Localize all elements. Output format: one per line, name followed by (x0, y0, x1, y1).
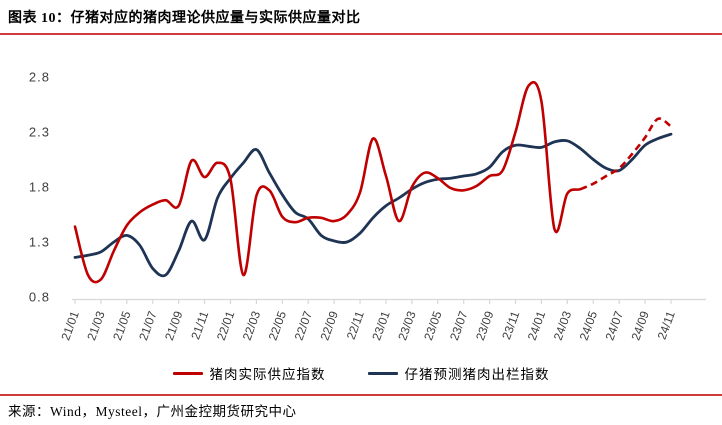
x-axis-tick-label: 24/05 (577, 309, 601, 342)
legend-item-actual: 猪肉实际供应指数 (172, 363, 326, 383)
title-divider (0, 33, 722, 35)
x-axis-tick-label: 21/05 (110, 309, 134, 342)
x-axis-tick-label: 21/01 (58, 309, 82, 342)
source-note: 来源：Wind，Mysteel，广州金控期货研究中心 (8, 404, 297, 419)
legend-label-actual: 猪肉实际供应指数 (209, 367, 326, 382)
x-axis-tick-label: 22/01 (214, 309, 238, 342)
x-axis-tick-label: 21/03 (84, 309, 108, 342)
chart-legend: 猪肉实际供应指数 仔猪预测猪肉出栏指数 (0, 363, 722, 383)
x-axis-tick-label: 24/01 (525, 309, 549, 342)
x-axis-tick-label: 22/03 (240, 309, 264, 342)
series-forecast-line (73, 132, 673, 278)
series-actual-line-dashed (579, 117, 672, 191)
page-title: 图表 10：仔猪对应的猪肉理论供应量与实际供应量对比 (8, 11, 361, 26)
x-axis-tick-label: 23/05 (421, 309, 445, 342)
x-axis-tick-label: 23/03 (395, 309, 419, 342)
y-axis-tick-label: 2.8 (29, 70, 50, 85)
y-axis-tick-label: 1.3 (29, 235, 50, 250)
x-axis-tick-label: 21/07 (136, 309, 160, 342)
y-axis-tick-label: 0.8 (29, 290, 50, 305)
x-axis-tick-label: 24/09 (628, 309, 652, 342)
y-axis-tick-label: 2.3 (29, 125, 50, 140)
x-axis-tick-label: 22/07 (292, 309, 316, 342)
legend-label-forecast: 仔猪预测猪肉出栏指数 (404, 367, 550, 382)
y-axis-tick-label: 1.8 (29, 180, 50, 195)
chart-canvas: 21/01 21/03 21/05 21/07 21/09 21/11 22/01 22/03… (29, 70, 706, 342)
x-axis-tick-label: 24/11 (655, 309, 678, 341)
x-axis-tick-label: 24/03 (551, 309, 575, 342)
x-axis-tick-label: 23/07 (447, 309, 471, 342)
x-axis-tick-label: 23/11 (499, 309, 522, 341)
x-axis-tick-label: 24/07 (603, 309, 627, 342)
series-actual-line (73, 80, 582, 284)
legend-swatch-forecast (367, 371, 398, 375)
x-axis-tick-label: 21/11 (188, 309, 211, 341)
x-axis-tick-label: 23/09 (473, 309, 497, 342)
chart-area: 21/01 21/03 21/05 21/07 21/09 21/11 22/01 22/03… (0, 40, 722, 360)
x-axis-tick-label: 22/05 (266, 309, 290, 342)
legend-swatch-actual (172, 371, 203, 375)
x-axis-tick-label: 22/11 (344, 309, 367, 341)
x-axis-tick-label: 21/09 (162, 309, 186, 342)
x-axis-tick-label: 22/09 (318, 309, 342, 342)
x-axis-tick-label: 23/01 (369, 309, 393, 342)
legend-item-forecast: 仔猪预测猪肉出栏指数 (367, 363, 550, 383)
footer-divider (0, 394, 722, 396)
